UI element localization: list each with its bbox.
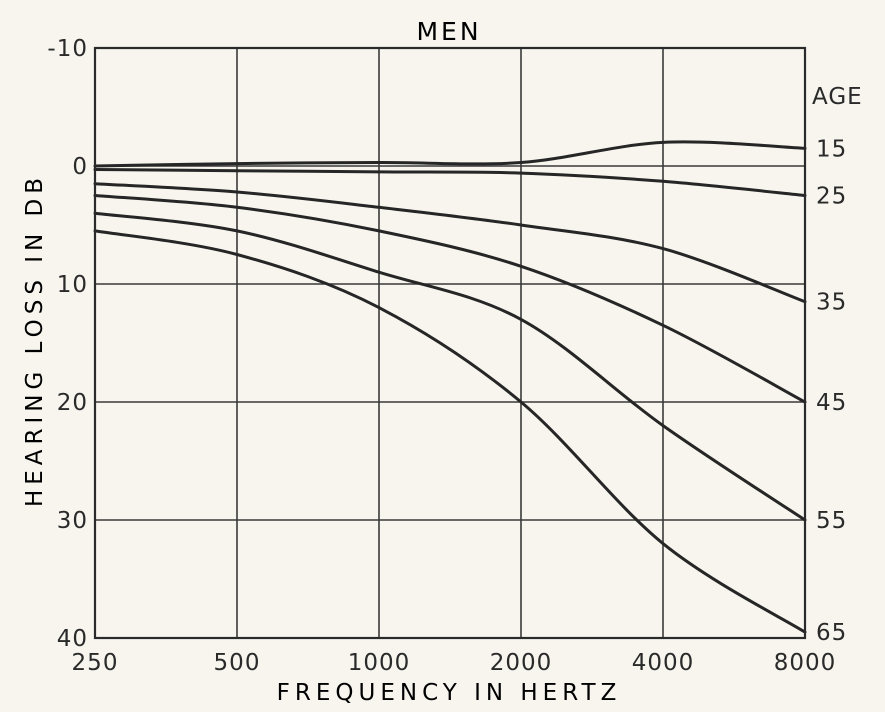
age-label: 35 <box>816 290 847 316</box>
y-axis-label: HEARING LOSS IN DB <box>22 173 48 507</box>
series-line-age-55 <box>93 211 807 522</box>
y-tick-label: 30 <box>57 508 88 534</box>
age-label: 15 <box>816 136 847 162</box>
series-line-age-35 <box>93 182 807 304</box>
y-tick-label: 10 <box>57 272 88 298</box>
x-tick-label: 2000 <box>490 650 553 676</box>
y-tick-label: -10 <box>47 36 88 62</box>
age-label: 65 <box>816 620 847 646</box>
age-label: 25 <box>816 184 847 210</box>
x-tick-label: 500 <box>214 650 261 676</box>
age-label: 55 <box>816 508 847 534</box>
y-tick-labels: -10 0 10 20 30 40 <box>47 36 88 652</box>
y-tick-label: 40 <box>57 626 88 652</box>
x-tick-label: 4000 <box>632 650 695 676</box>
age-label: 45 <box>816 390 847 416</box>
series-line-age-65 <box>93 229 807 634</box>
plot-frame <box>93 46 807 640</box>
series-line-age-45 <box>93 194 807 404</box>
series-line-age-25 <box>93 168 807 197</box>
x-tick-labels: 250 500 1000 2000 4000 8000 <box>72 650 837 676</box>
x-tick-label: 1000 <box>348 650 411 676</box>
x-tick-label: 8000 <box>774 650 837 676</box>
x-tick-label: 250 <box>72 650 119 676</box>
series-line-age-15 <box>93 140 807 168</box>
y-tick-label: 20 <box>57 390 88 416</box>
age-labels: 15 25 35 45 55 65 <box>816 136 847 646</box>
series-lines <box>93 140 807 634</box>
grid <box>95 48 805 638</box>
x-axis-label: FREQUENCY IN HERTZ <box>277 680 622 706</box>
chart-title: MEN <box>416 17 481 46</box>
right-axis-label: AGE <box>812 84 863 110</box>
y-tick-label: 0 <box>72 154 88 180</box>
